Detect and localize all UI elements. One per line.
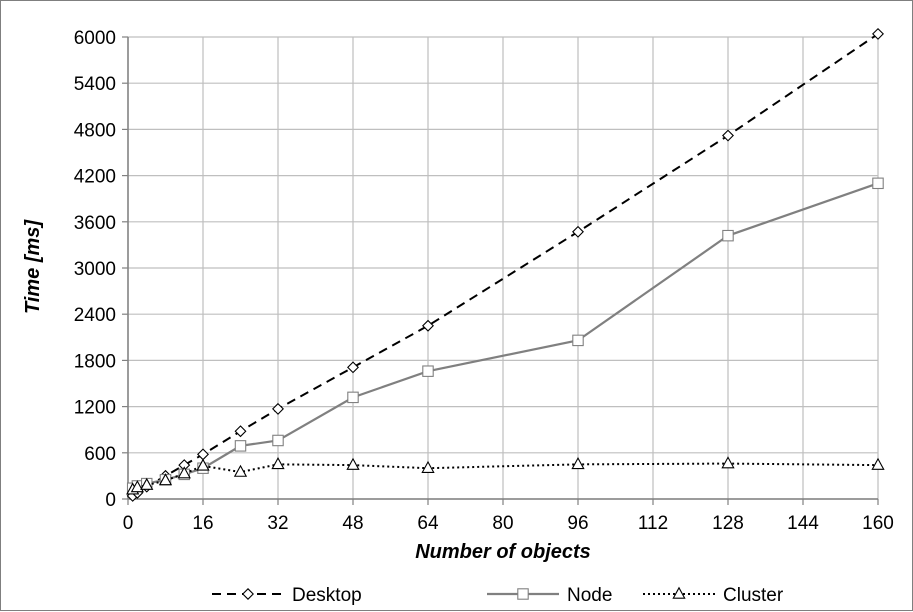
- y-tick-label: 0: [105, 490, 116, 511]
- desktop-series-line: [132, 33, 879, 497]
- desktop-data-point: [197, 448, 209, 461]
- desktop-data-point: [872, 27, 884, 40]
- cluster-data-point: [140, 477, 154, 490]
- node-data-point: [572, 334, 584, 347]
- x-tick-label: 128: [712, 513, 744, 534]
- x-tick-label: 16: [192, 513, 213, 534]
- grid: [122, 36, 879, 505]
- y-tick-label: 2400: [74, 305, 116, 326]
- legend-item-desktop: Desktop: [212, 585, 362, 606]
- x-tick-label: 0: [123, 513, 134, 534]
- node-data-point: [422, 365, 434, 377]
- y-tick-label: 6000: [74, 28, 116, 49]
- node-data-point: [234, 440, 247, 452]
- series-layer: [126, 27, 885, 502]
- legend-marker-cluster: [672, 586, 686, 599]
- series-node: [126, 177, 884, 494]
- desktop-data-point: [272, 402, 284, 415]
- y-axis-ticks: 0 600 1200 1800 2400 3000 3600 4200 4800 5400 6000: [74, 28, 116, 511]
- cluster-data-point: [177, 466, 191, 479]
- y-tick-label: 1200: [74, 398, 116, 419]
- cluster-data-point: [421, 460, 435, 473]
- x-tick-label: 80: [492, 513, 513, 534]
- desktop-data-point: [722, 129, 734, 142]
- y-tick-label: 4200: [74, 167, 116, 188]
- cluster-data-point: [571, 457, 585, 470]
- legend-label-cluster: Cluster: [723, 585, 784, 606]
- x-tick-label: 32: [267, 513, 288, 534]
- series-cluster: [126, 456, 885, 495]
- x-tick-label: 64: [417, 513, 439, 534]
- x-axis-ticks: 0 16 32 48 64 80 96 112 128 144 160: [123, 513, 894, 534]
- x-tick-label: 144: [787, 513, 819, 534]
- y-tick-label: 4800: [74, 120, 116, 141]
- legend-label-node: Node: [567, 585, 612, 606]
- y-tick-label: 3600: [74, 213, 116, 234]
- y-tick-label: 600: [84, 444, 116, 465]
- legend-label-desktop: Desktop: [292, 585, 362, 606]
- cluster-data-point: [130, 480, 145, 493]
- node-data-point: [872, 177, 884, 190]
- legend-marker-desktop: [242, 588, 254, 600]
- cluster-data-point: [871, 457, 885, 470]
- node-data-point: [347, 391, 359, 404]
- x-axis-title: Number of objects: [415, 541, 591, 563]
- cluster-data-point: [721, 456, 735, 469]
- node-data-point: [722, 229, 734, 242]
- legend-marker-node: [517, 588, 529, 600]
- y-tick-label: 1800: [74, 351, 116, 372]
- cluster-data-point: [271, 457, 285, 470]
- x-tick-label: 112: [638, 513, 668, 534]
- cluster-data-point: [158, 473, 173, 486]
- desktop-data-point: [234, 425, 247, 438]
- x-tick-label: 160: [862, 513, 894, 534]
- desktop-data-point: [347, 361, 359, 374]
- y-tick-label: 5400: [74, 74, 116, 95]
- legend-item-node: Node: [487, 585, 612, 606]
- cluster-data-point: [233, 464, 248, 477]
- cluster-data-point: [196, 458, 210, 471]
- cluster-data-point: [346, 457, 360, 470]
- y-tick-label: 3000: [74, 259, 116, 280]
- x-tick-label: 48: [342, 513, 363, 534]
- desktop-data-point: [572, 225, 584, 238]
- node-data-point: [272, 434, 284, 447]
- legend: Desktop Node Cluster: [212, 585, 784, 606]
- series-desktop: [126, 27, 884, 502]
- y-axis-title: Time [ms]: [22, 219, 44, 314]
- x-tick-label: 96: [567, 513, 588, 534]
- legend-item-cluster: Cluster: [643, 585, 784, 606]
- desktop-data-point: [422, 319, 434, 332]
